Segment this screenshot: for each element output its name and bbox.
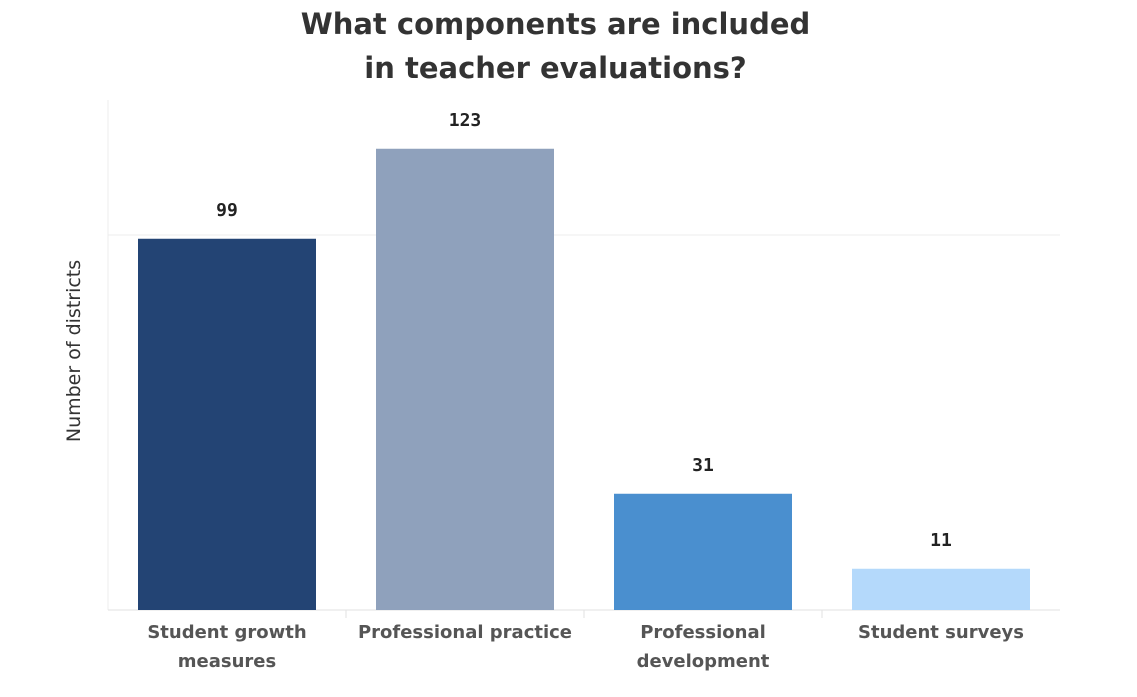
- x-tick-label: Professional practice: [358, 622, 572, 643]
- bar: [138, 238, 316, 610]
- x-tick-label-line: development: [637, 651, 770, 672]
- data-labels: 99 123 31 11: [216, 110, 952, 551]
- bar-value-label: 99: [216, 200, 238, 221]
- bars: [138, 148, 1030, 610]
- x-tick-labels: Student growth measures Professional pract…: [147, 622, 1024, 672]
- y-axis-label: Number of districts: [63, 260, 85, 442]
- x-tick-label: Student surveys: [858, 622, 1024, 643]
- x-tick-label-line: Student surveys: [858, 622, 1024, 643]
- x-tick-label-line: Professional practice: [358, 622, 572, 643]
- x-tick-label-line: Student growth: [147, 622, 306, 643]
- x-tick-label: Professional development: [637, 622, 770, 672]
- x-tick-label-line: measures: [178, 651, 276, 672]
- chart-title: What components are included in teacher …: [0, 2, 1111, 90]
- bar: [614, 493, 792, 610]
- chart-title-line-2: in teacher evaluations?: [364, 51, 747, 85]
- bar-value-label: 31: [692, 455, 714, 476]
- bar: [376, 148, 554, 610]
- bar-value-label: 11: [930, 530, 952, 551]
- bar-value-label: 123: [449, 110, 482, 131]
- chart-title-line-1: What components are included: [300, 7, 811, 41]
- x-tick-label: Student growth measures: [147, 622, 306, 672]
- bar: [852, 568, 1030, 610]
- x-tick-label-line: Professional: [640, 622, 766, 643]
